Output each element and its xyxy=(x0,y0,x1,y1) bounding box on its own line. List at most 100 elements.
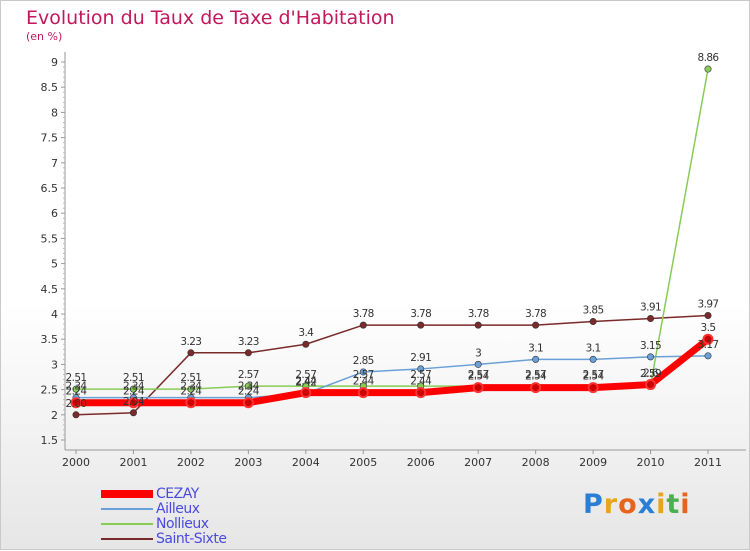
data-label-saint-sixte: 3.78 xyxy=(525,308,546,320)
data-label-saint-sixte: 3.4 xyxy=(298,327,314,339)
chart-subtitle: (en %) xyxy=(26,30,63,43)
data-label-nollieux: 2.51 xyxy=(66,372,87,384)
proxiti-logo: Proxiti xyxy=(583,489,691,520)
legend-label: CEZAY xyxy=(156,485,199,502)
y-tick-label: 9 xyxy=(51,56,58,69)
data-label-cezay: 2.54 xyxy=(583,371,605,383)
data-label-nollieux: 2.57 xyxy=(583,369,604,381)
data-label-ailleux: 2.91 xyxy=(410,352,431,364)
data-point-cezay xyxy=(127,397,139,409)
legend-swatch xyxy=(101,507,153,510)
x-tick-label: 2001 xyxy=(119,456,147,469)
data-label-ailleux: 2.34 xyxy=(180,381,202,393)
data-label-ailleux: 2.42 xyxy=(295,377,316,389)
legend-swatch xyxy=(101,537,153,540)
y-tick-label: 3 xyxy=(51,358,58,371)
logo-letter: i xyxy=(680,489,691,520)
legend-item-ailleux: Ailleux xyxy=(101,500,226,517)
y-tick-label: 8.5 xyxy=(41,81,59,94)
data-point-nollieux xyxy=(129,385,137,393)
data-label-nollieux: 2.57 xyxy=(353,369,374,381)
legend-label: Nollieux xyxy=(156,515,209,532)
logo-letter: r xyxy=(603,489,619,520)
data-point-saint-sixte xyxy=(359,321,367,329)
data-label-ailleux: 2.34 xyxy=(238,381,260,393)
data-point-saint-sixte xyxy=(647,315,655,323)
data-label-ailleux: 2.34 xyxy=(123,381,145,393)
data-point-cezay xyxy=(242,397,254,409)
data-point-nollieux xyxy=(72,385,80,393)
legend-label: Ailleux xyxy=(156,500,200,517)
series-line-ailleux xyxy=(76,355,709,399)
y-tick-label: 4.5 xyxy=(41,283,59,296)
logo-letter: o xyxy=(618,489,638,520)
data-point-ailleux xyxy=(704,352,712,360)
data-point-saint-sixte xyxy=(474,321,482,329)
data-label-cezay: 2.44 xyxy=(353,376,375,388)
data-point-cezay xyxy=(70,397,82,409)
logo-letter: t xyxy=(666,489,681,520)
chart-title: Evolution du Taux de Taxe d'Habitation xyxy=(26,7,395,29)
data-label-nollieux: 2.57 xyxy=(410,369,431,381)
data-label-cezay: 2.24 xyxy=(123,386,145,398)
data-point-cezay xyxy=(587,382,599,394)
data-point-saint-sixte xyxy=(187,349,195,357)
data-label-ailleux: 2.34 xyxy=(66,381,88,393)
y-tick-label: 7 xyxy=(51,157,58,170)
data-label-saint-sixte: 3.78 xyxy=(468,308,489,320)
legend-swatch xyxy=(101,522,153,525)
data-label-cezay: 2.54 xyxy=(468,371,490,383)
data-point-saint-sixte xyxy=(302,340,310,348)
data-label-saint-sixte: 3.85 xyxy=(583,305,604,317)
data-label-ailleux: 3 xyxy=(475,347,481,359)
data-label-nollieux: 8.86 xyxy=(698,52,720,64)
x-tick-label: 2011 xyxy=(694,456,722,469)
data-point-nollieux xyxy=(187,385,195,393)
data-label-cezay: 2.24 xyxy=(180,386,202,398)
y-tick-label: 4 xyxy=(51,308,58,321)
data-point-ailleux xyxy=(647,353,655,361)
series-line-nollieux xyxy=(76,68,709,390)
data-label-nollieux: 2.57 xyxy=(525,369,546,381)
y-tick-label: 6 xyxy=(51,207,58,220)
data-label-ailleux: 3.1 xyxy=(586,342,601,354)
y-tick-label: 8 xyxy=(51,106,58,119)
y-tick-label: 7.5 xyxy=(41,132,59,145)
legend-label: Saint-Sixte xyxy=(156,530,227,547)
legend-item-saint-sixte: Saint-Sixte xyxy=(101,530,227,547)
x-tick-label: 2009 xyxy=(579,456,607,469)
data-point-nollieux xyxy=(704,65,712,73)
data-label-cezay: 2.24 xyxy=(66,386,88,398)
data-point-saint-sixte xyxy=(704,312,712,320)
data-label-saint-sixte: 2.00 xyxy=(66,398,87,410)
data-label-nollieux: 2.57 xyxy=(238,369,259,381)
data-label-saint-sixte: 3.78 xyxy=(410,308,431,320)
y-tick-label: 6.5 xyxy=(41,182,59,195)
data-label-saint-sixte: 3.97 xyxy=(698,299,719,311)
logo-letter: x xyxy=(637,489,657,520)
data-point-ailleux xyxy=(359,368,367,376)
data-label-saint-sixte: 3.78 xyxy=(353,308,374,320)
x-tick-label: 2000 xyxy=(62,456,90,469)
data-label-nollieux: 2.57 xyxy=(295,369,316,381)
data-label-cezay: 2.54 xyxy=(525,371,547,383)
x-tick-label: 2010 xyxy=(637,456,665,469)
data-label-cezay: 2.44 xyxy=(410,376,432,388)
data-label-nollieux: 2.51 xyxy=(123,372,144,384)
legend-item-nollieux: Nollieux xyxy=(101,515,226,532)
chart-legend: CEZAY Ailleux Nollieux Saint-Sixte xyxy=(101,485,227,547)
data-point-ailleux xyxy=(532,355,540,363)
data-point-saint-sixte xyxy=(417,321,425,329)
data-label-nollieux: 2.51 xyxy=(180,372,201,384)
series-line-cezay xyxy=(76,336,711,407)
data-point-cezay xyxy=(472,382,484,394)
data-label-saint-sixte: 3.23 xyxy=(238,336,259,348)
x-tick-label: 2002 xyxy=(177,456,205,469)
data-point-cezay xyxy=(357,387,369,399)
y-tick-label: 2.5 xyxy=(41,384,59,397)
data-point-saint-sixte xyxy=(72,411,80,419)
data-point-ailleux xyxy=(474,360,482,368)
data-label-cezay: 2.44 xyxy=(295,376,317,388)
data-label-cezay: 2.6 xyxy=(643,368,659,380)
